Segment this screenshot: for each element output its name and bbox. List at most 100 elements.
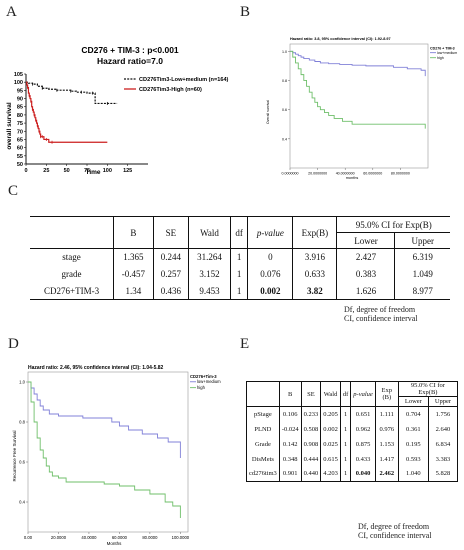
e-header-b: B (279, 381, 302, 407)
e-table-cell: 0.002 (320, 421, 341, 437)
panel-b-legend-title: CD276 + TIM-3 (430, 47, 455, 51)
e-row-label: pStage (246, 406, 280, 422)
panel-b-series-line (290, 50, 426, 129)
e-table-cell: 0.651 (350, 406, 376, 422)
panel-b-series-line (290, 50, 426, 77)
panel-a-legend-label: CD276Tim3-Low+medium (n=164) (139, 77, 229, 83)
panel-a-xtick-label: 125 (123, 168, 132, 174)
panel-d-ytick-label: 0.8 (19, 420, 25, 425)
e-table-cell: 1 (340, 421, 352, 437)
e-header-pvalue: p-value (350, 381, 376, 407)
e-table-cell: 1.756 (435, 410, 451, 418)
c-header-blank (30, 216, 115, 249)
e-table-cell: 0.040 (350, 466, 376, 482)
e-row-label: DisMets (246, 451, 280, 467)
c-header-df: df (230, 216, 249, 249)
e-table-cell: 0.025 (320, 436, 341, 452)
e-header-se: SE (301, 381, 322, 407)
panel-e-table: B SE Wald df p-value Exp (B) 95.0% CI fo… (246, 381, 458, 482)
panel-a-ytick-label: 80 (17, 113, 23, 119)
c-table-cell: 3.152 (188, 265, 231, 283)
panel-a-xtick-label: 0 (24, 168, 27, 174)
panel-a-xtick-label: 75 (84, 168, 90, 174)
e-table-cell: 6.834 (435, 440, 451, 448)
c-table-cell: 0.002 (247, 282, 294, 300)
c-table-cell: 3.916 (292, 248, 338, 266)
c-header-se: SE (153, 216, 190, 249)
c-table-cell: 31.264 (188, 248, 231, 266)
e-header-blank (246, 381, 280, 407)
c-table-cell: 1 (230, 248, 249, 266)
panel-b-legend-label: low+medium (437, 51, 457, 55)
c-table-cell: 0.076 (247, 265, 294, 283)
panel-a-series-line (26, 81, 108, 143)
e-table-cell: -0.024 (279, 421, 302, 437)
c-header-b: B (113, 216, 154, 249)
e-table-cell: 1.111 (375, 406, 399, 422)
c-table-cell: 1.049 (412, 269, 433, 279)
panel-b-chart: Hazard ratio: 3.8, 95% confidence interv… (266, 37, 457, 180)
c-row-label: stage (30, 248, 115, 266)
e-row-label: PLND (246, 421, 280, 437)
panel-a-series-line (26, 81, 118, 105)
c-table-cell: 3.82 (292, 282, 338, 300)
c-table-cell: 1.34 (113, 282, 154, 300)
panel-b-ylabel: Overall survival (266, 100, 270, 124)
panel-d-xtick-label: 40.0000 (81, 535, 97, 540)
e-table-cell: 0.901 (279, 466, 302, 482)
e-header-df: df (340, 381, 352, 407)
c-row-label: CD276+TIM-3 (30, 282, 115, 300)
c-table-cell: 1.365 (113, 248, 154, 266)
e-table-cell: 4.203 (320, 466, 341, 482)
panel-b-plot-frame (289, 43, 429, 169)
e-table-cell: 0.908 (301, 436, 322, 452)
panel-e-table-wrap: B SE Wald df p-value Exp (B) 95.0% CI fo… (246, 381, 458, 482)
panel-d-plot-frame (27, 371, 189, 533)
panel-a-ytick-label: 90 (17, 97, 23, 103)
panel-a-ytick-label: 70 (17, 129, 23, 135)
panel-b-xtick-label: 40.0000000 (336, 172, 355, 176)
e-header-upper: Upper (428, 396, 458, 407)
panel-c-note-ci: CI, confidence interval (344, 314, 418, 324)
panel-a-ytick-label: 75 (17, 121, 23, 127)
c-table-cell: 6.319 (412, 252, 433, 263)
e-table-cell: 3.383 (435, 455, 451, 463)
panel-d-xtick-label: 0.00 (24, 535, 33, 540)
e-table-cell: 5.828 (435, 470, 451, 478)
c-header-expb: Exp(B) (292, 216, 338, 249)
panel-d-legend-label: high (197, 385, 206, 390)
e-table-row: DisMets 0.348 0.444 0.615 1 0.433 1.417 0.593 3.… (246, 451, 458, 467)
e-table-row: Grade 0.142 0.908 0.025 1 0.875 1.153 0.195 6.83… (246, 436, 458, 452)
panel-a-ylabel: overall survival (6, 102, 13, 150)
panel-a-ytick-label: 55 (17, 154, 23, 160)
panel-a-title: CD276 + TIM-3 : p<0.001 (81, 45, 179, 55)
e-table-cell: 1.417 (375, 451, 399, 467)
panel-d-ytick-label: 1.0 (19, 380, 25, 385)
c-table-cell: 0.383 (336, 265, 396, 283)
panel-d-legend-title: CD276+Tim-3 (190, 374, 217, 379)
panel-b-xtick-label: 20.0000000 (308, 172, 327, 176)
panel-c-table: B SE Wald df p-value Exp(B) 95.0% CI for… (30, 216, 450, 300)
e-row-label: cd276tim3 (246, 466, 280, 482)
e-table-cell: 2.462 (375, 466, 399, 482)
e-table-cell: 2.640 (435, 425, 451, 433)
c-table-cell: 0 (247, 248, 294, 266)
c-table-cell: 2.427 (336, 248, 396, 266)
panel-d-legend-label: low+medium (197, 379, 221, 384)
c-row-label: grade (30, 265, 115, 283)
c-table-row: stage 1.365 0.244 31.264 1 0 3.916 2.427 6.319 (30, 248, 450, 266)
panel-d-series-line (28, 381, 181, 458)
c-header-upper: Upper (394, 232, 450, 249)
e-row-label: Grade (246, 436, 280, 452)
panel-b-ytick-label: 0.6 (282, 108, 287, 112)
panel-label-c: C (8, 183, 19, 199)
e-table-row: PLND -0.024 0.508 0.002 1 0.962 0.976 0.361 2.64… (246, 421, 458, 437)
e-table-cell: 0.361 (398, 421, 429, 437)
panel-d-xtick-label: 20.0000 (51, 535, 67, 540)
e-table-cell: 0.440 (301, 466, 322, 482)
panel-a-subtitle: Hazard ratio=7.0 (97, 56, 163, 66)
c-table-cell: 1 (230, 265, 249, 283)
e-table-cell: 0.195 (398, 436, 429, 452)
panel-d-ytick-label: 0.6 (19, 460, 25, 465)
e-table-cell: 1 (340, 451, 352, 467)
